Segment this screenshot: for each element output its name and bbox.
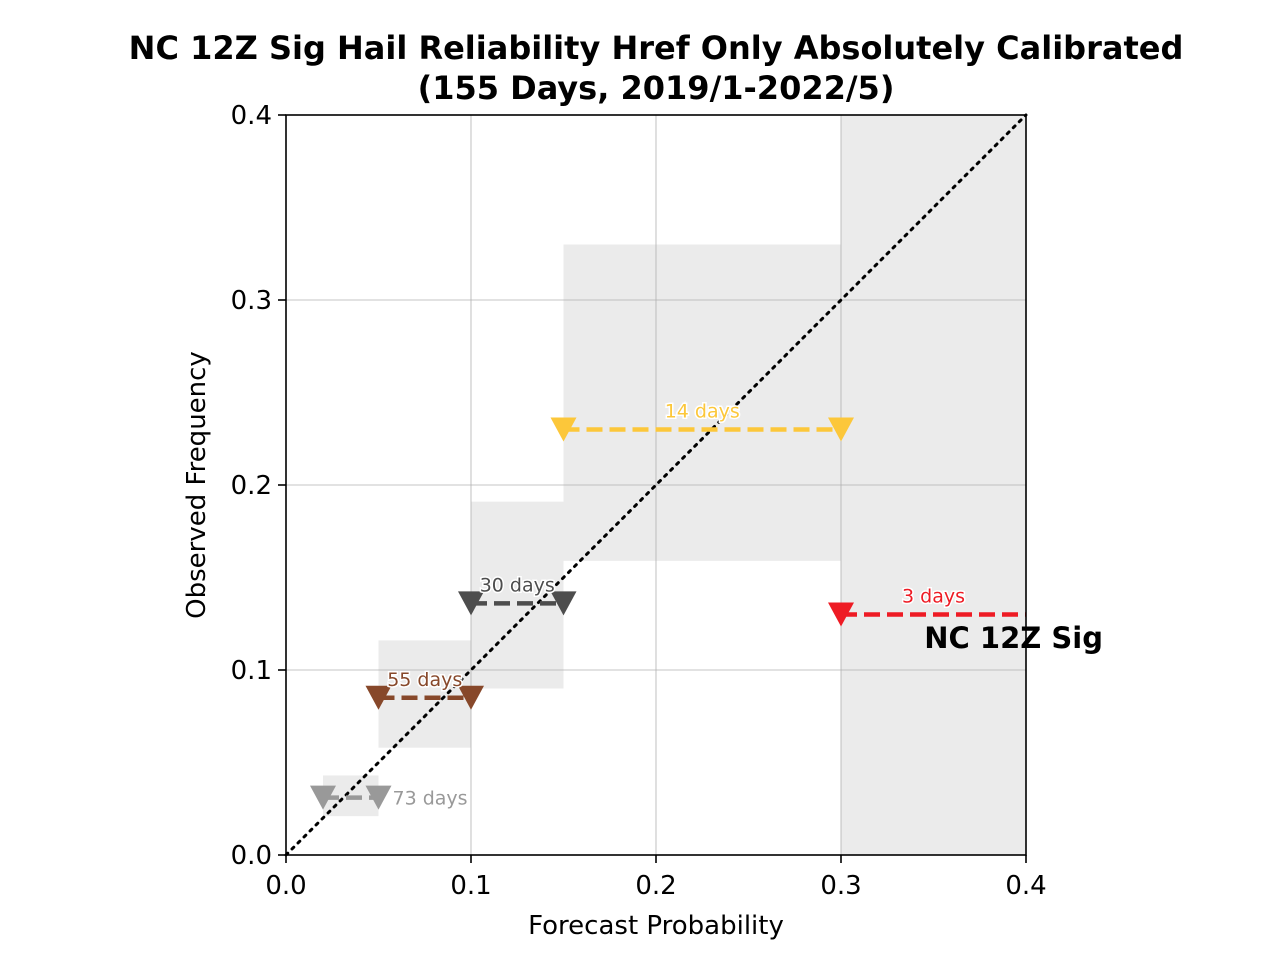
series-4-count-label: 3 days [902,586,965,608]
series-1-marker-left [365,685,392,710]
y-tick-label-1: 0.1 [231,656,272,686]
y-tick-label-0: 0.0 [231,841,272,871]
series-4-marker-left [828,602,854,627]
y-axis-label: Observed Frequency [182,351,212,619]
series-2-count-label: 30 days [480,574,555,596]
series-3-count-label: 14 days [665,401,740,423]
series-2: 30 days [458,573,577,616]
series-2-marker-left [458,591,484,616]
ci-box-3 [563,244,841,561]
series-layer: 73 days 55 days 30 days 14 days 3 days [310,399,1026,811]
annotation-label: NC 12Z Sig [924,621,1103,655]
series-3-marker-right [828,417,854,442]
x-tick-label-0: 0.0 [265,871,306,901]
series-2-marker-right [550,591,577,616]
series-0-count-label: 73 days [393,788,468,810]
x-tick-label-1: 0.1 [450,871,491,901]
series-0-marker-right [365,785,392,810]
chart-subtitle: (155 Days, 2019/1-2022/5) [418,69,895,107]
x-tick-label-3: 0.3 [820,871,861,901]
series-4: 3 days [828,584,1026,627]
series-1: 55 days [365,667,484,710]
x-tick-label-4: 0.4 [1005,871,1046,901]
x-axis-label: Forecast Probability [528,911,784,941]
ticks: 0.0 0.1 0.2 0.3 0.4 0.0 0.1 0.2 0.3 0.4 [231,101,1047,901]
series-3: 14 days [550,399,854,442]
series-0: 73 days [310,785,469,811]
y-tick-label-2: 0.2 [231,471,272,501]
series-1-marker-right [458,685,484,710]
y-tick-label-3: 0.3 [231,286,272,316]
x-tick-label-2: 0.2 [635,871,676,901]
chart-title: NC 12Z Sig Hail Reliability Href Only Ab… [129,29,1184,67]
series-0-marker-left [310,785,336,810]
y-tick-label-4: 0.4 [231,101,272,131]
series-3-marker-left [550,417,577,442]
ci-box-2 [471,501,564,689]
series-1-count-label: 55 days [387,669,462,691]
ci-box-1 [378,640,471,748]
